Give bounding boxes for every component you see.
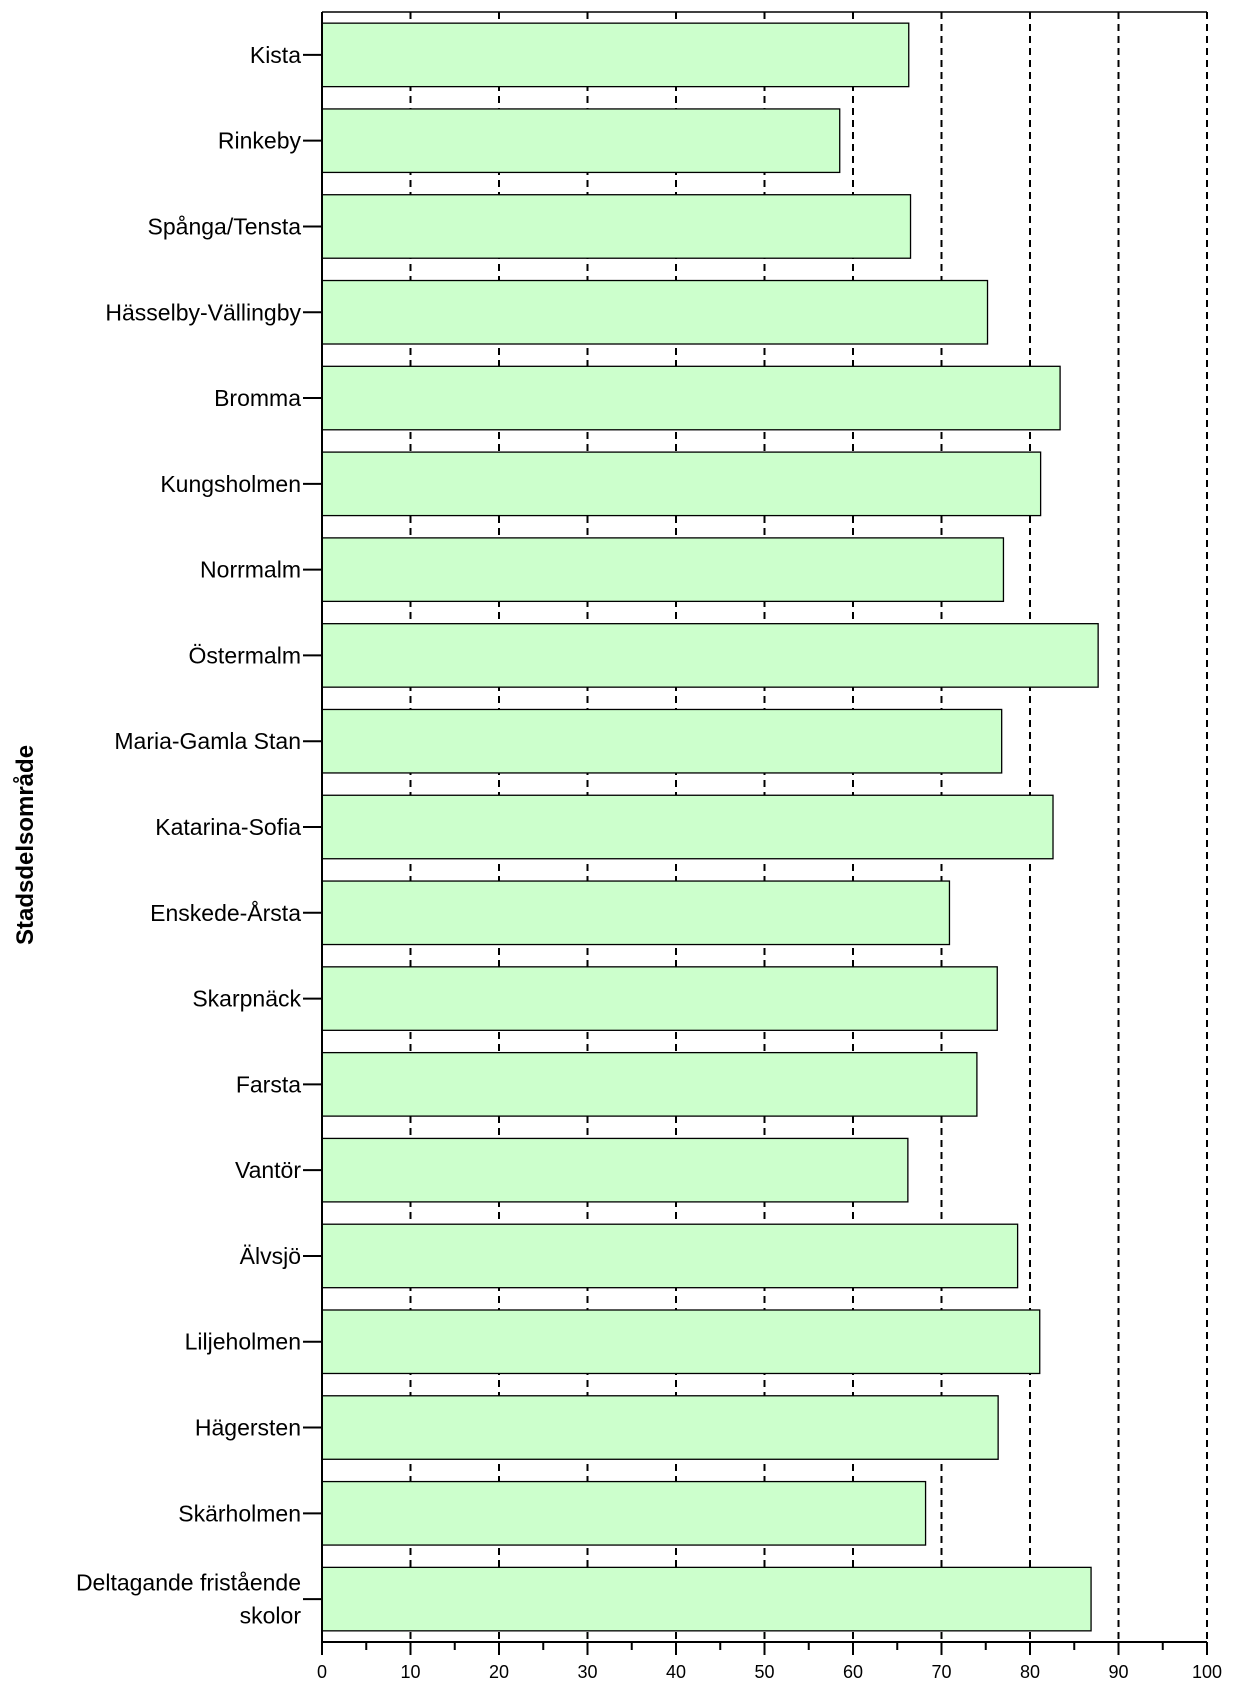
- category-label: Norrmalm: [200, 557, 301, 583]
- category-label: Rinkeby: [218, 128, 302, 154]
- axes: [303, 11, 1208, 1655]
- bar: [321, 966, 998, 1031]
- category-label: Hässelby-Vällingby: [105, 299, 301, 325]
- category-label: Bromma: [214, 385, 301, 411]
- category-label: Katarina-Sofia: [155, 814, 301, 840]
- bars: [321, 22, 1099, 1632]
- bar: [321, 194, 912, 259]
- x-tick-label: 60: [843, 1662, 863, 1682]
- bar: [321, 22, 910, 88]
- bar: [321, 623, 1099, 688]
- bar: [321, 1566, 1092, 1632]
- x-tick-label: 40: [666, 1662, 686, 1682]
- x-tick-label: 80: [1020, 1662, 1040, 1682]
- x-tick-labels: 0 10 20 30 40 50 60 70 80 90 100: [317, 1662, 1222, 1682]
- category-label: Deltagande fristående: [76, 1570, 301, 1596]
- bar: [321, 1051, 978, 1117]
- x-tick-label: 100: [1192, 1662, 1222, 1682]
- x-tick-label: 0: [317, 1662, 327, 1682]
- bar: [321, 451, 1042, 517]
- category-label: Farsta: [236, 1071, 301, 1097]
- category-label: Kungsholmen: [160, 471, 301, 497]
- bar: [321, 1309, 1041, 1375]
- bar: [321, 108, 841, 174]
- category-label: Vantör: [235, 1157, 301, 1183]
- y-axis-title: Stadsdelsområde: [12, 745, 39, 945]
- bar: [321, 365, 1061, 431]
- category-label: Skarpnäck: [192, 986, 301, 1012]
- bar: [321, 279, 989, 345]
- category-label: Spånga/Tensta: [148, 213, 302, 239]
- category-label: Hägersten: [195, 1415, 301, 1441]
- category-label: Östermalm: [189, 642, 301, 668]
- bar: [321, 794, 1054, 860]
- x-tick-label: 50: [754, 1662, 774, 1682]
- category-label: Kista: [250, 42, 301, 68]
- category-label: Liljeholmen: [185, 1329, 301, 1355]
- x-tick-label: 30: [577, 1662, 597, 1682]
- bar: [321, 708, 1003, 774]
- category-label: Maria-Gamla Stan: [114, 728, 301, 754]
- x-tick-label: 10: [400, 1662, 420, 1682]
- x-tick-label: 70: [931, 1662, 951, 1682]
- x-tick-label: 20: [489, 1662, 509, 1682]
- category-labels: Kista Rinkeby Spånga/Tensta Hässelby-Vällin…: [76, 42, 302, 1629]
- bar: [321, 1480, 927, 1546]
- bar: [321, 1137, 909, 1203]
- bar: [321, 880, 951, 946]
- bar: [321, 537, 1005, 603]
- category-label: Skärholmen: [178, 1500, 301, 1526]
- category-label: Enskede-Årsta: [150, 899, 301, 926]
- bar: [321, 1223, 1019, 1289]
- x-tick-label: 90: [1108, 1662, 1128, 1682]
- category-label: Älvsjö: [240, 1243, 301, 1269]
- category-label: skolor: [240, 1603, 302, 1629]
- bar: [321, 1395, 999, 1460]
